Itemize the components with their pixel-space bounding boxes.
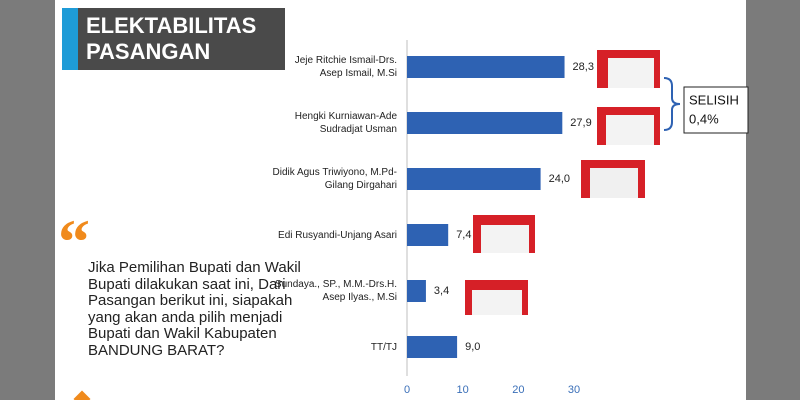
category-label: Didik Agus Triwiyono, M.Pd-Gilang Dirgah…	[272, 167, 398, 191]
photos	[465, 50, 660, 315]
annotation: 0,4%	[689, 111, 719, 126]
right-border	[746, 0, 800, 400]
left-border	[0, 0, 55, 400]
category-label: Jeje Ritchie Ismail-Drs. Asep Ismail, M.…	[294, 55, 397, 79]
value-label: 9,0	[465, 341, 480, 353]
category-label: Edi Rusyandi-Unjang Asari	[278, 229, 397, 241]
value-label: 3,4	[434, 285, 449, 297]
photo	[472, 290, 522, 315]
annotation-box	[683, 86, 749, 134]
value-label: 28,3	[573, 61, 594, 73]
value-label: 7,4	[456, 229, 471, 241]
photo	[608, 58, 654, 88]
x-tick-label: 10	[457, 384, 469, 396]
photo	[590, 168, 638, 198]
x-tick-label: 0	[404, 384, 410, 396]
x-tick-label: 20	[512, 384, 524, 396]
value-label: 27,9	[570, 117, 591, 129]
bar	[407, 280, 426, 302]
photo	[481, 225, 529, 253]
question-text: Jika Pemilihan Bupati dan Wakil Bupati d…	[88, 259, 301, 359]
x-tick-label: 30	[568, 384, 580, 396]
bar	[407, 56, 565, 78]
bar	[407, 112, 563, 134]
title-stripe	[62, 8, 78, 70]
photo	[606, 115, 654, 145]
annotation: SELISIH	[689, 92, 739, 107]
chart-title: ELEKTABILITAS PASANGAN	[78, 8, 285, 70]
quote-mark: “	[58, 206, 90, 277]
value-label: 24,0	[549, 173, 570, 185]
category-label: Sundaya., SP., M.M.-Drs.H. Asep Ilyas., …	[274, 279, 397, 303]
category-label: Hengki Kurniawan-Ade Sudradjat Usman	[294, 111, 397, 135]
bar	[407, 224, 449, 246]
bracket	[663, 77, 681, 131]
bar	[407, 336, 458, 358]
category-label: TT/TJ	[370, 341, 397, 353]
bar	[407, 168, 541, 190]
